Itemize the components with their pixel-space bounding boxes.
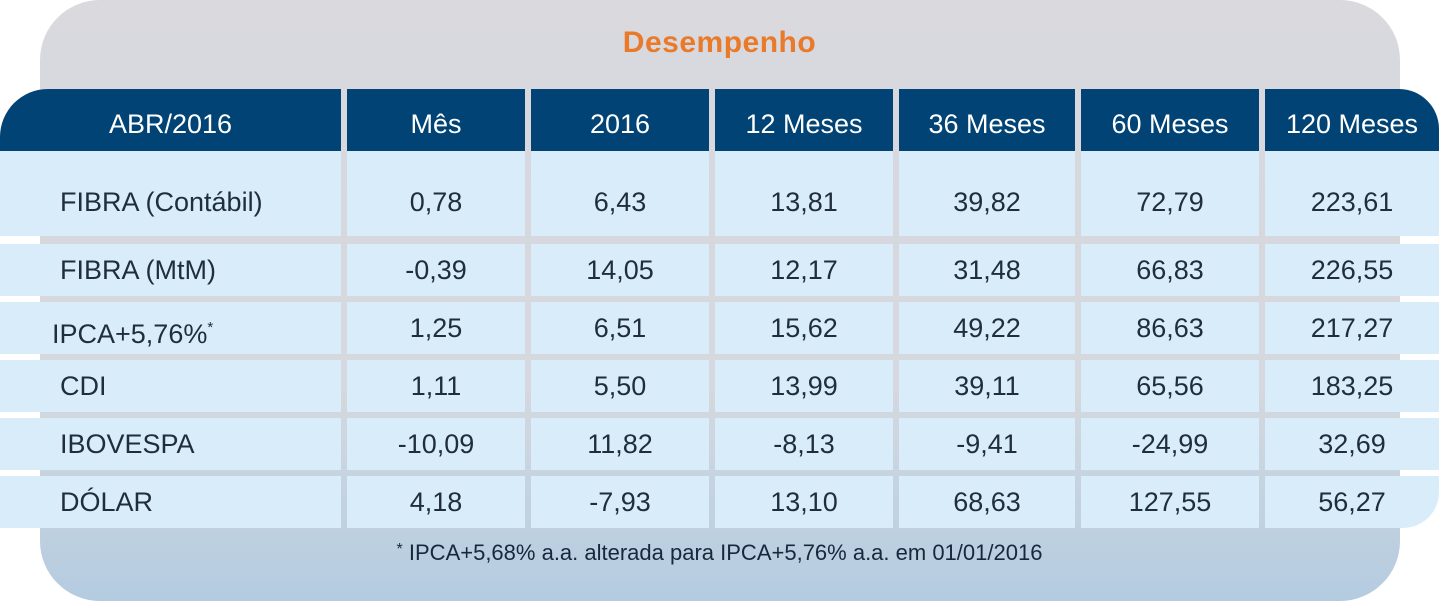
row-label: CDI [0,360,341,412]
table-cell: 66,83 [1081,244,1259,296]
header-cell: 36 Meses [899,89,1075,169]
row-label-text: FIBRA (MtM) [60,255,216,285]
footnote: * IPCA+5,68% a.a. alterada para IPCA+5,7… [0,540,1439,566]
row-label: IBOVESPA [0,418,341,470]
footnote-text: IPCA+5,68% a.a. alterada para IPCA+5,76%… [402,540,1043,565]
footnote-marker: * [396,541,403,558]
header-cell: 60 Meses [1081,89,1259,169]
table-cell: 0,78 [347,151,525,236]
table-cell: 217,27 [1265,302,1439,354]
table-cell: 6,43 [531,151,709,236]
table-cell: 49,22 [899,302,1075,354]
row-label: FIBRA (MtM) [0,244,341,296]
table-cell: 11,82 [531,418,709,470]
table-cell: 56,27 [1265,476,1439,528]
table-cell: 4,18 [347,476,525,528]
table-row: IBOVESPA -10,09 11,82 -8,13 -9,41 -24,99 32,69 [0,418,1439,470]
header-cell: 12 Meses [715,89,893,169]
table-cell: -0,39 [347,244,525,296]
table-cell: 32,69 [1265,418,1439,470]
table-cell: 223,61 [1265,151,1439,236]
table-row: DÓLAR 4,18 -7,93 13,10 68,63 127,55 56,27 [0,476,1439,528]
table-cell: -9,41 [899,418,1075,470]
table-cell: 65,56 [1081,360,1259,412]
table-cell: 31,48 [899,244,1075,296]
header-cell: Mês [347,89,525,169]
table-cell: 1,11 [347,360,525,412]
row-label-text: IPCA+5,76% [52,319,208,349]
table-cell: 86,63 [1081,302,1259,354]
table-cell: -7,93 [531,476,709,528]
header-cell: 120 Meses [1265,89,1439,169]
row-label-marker: * [207,319,214,336]
table-cell: 13,99 [715,360,893,412]
table-cell: 39,11 [899,360,1075,412]
table-cell: 13,81 [715,151,893,236]
table-cell: 68,63 [899,476,1075,528]
table-cell: 15,62 [715,302,893,354]
table-row: CDI 1,11 5,50 13,99 39,11 65,56 183,25 [0,360,1439,412]
table-cell: 72,79 [1081,151,1259,236]
table-cell: -24,99 [1081,418,1259,470]
table-cell: 12,17 [715,244,893,296]
row-label-text: CDI [60,371,107,401]
table-cell: 39,82 [899,151,1075,236]
row-label: DÓLAR [0,476,341,528]
row-label-text: FIBRA (Contábil) [60,187,263,217]
table-row: IPCA+5,76%* 1,25 6,51 15,62 49,22 86,63 217,27 [0,302,1439,354]
table-row: FIBRA (Contábil) 0,78 6,43 13,81 39,82 72,79 2… [0,151,1439,236]
table-cell: 14,05 [531,244,709,296]
row-label: FIBRA (Contábil) [0,151,341,236]
row-label-text: IBOVESPA [60,429,195,459]
table-cell: -8,13 [715,418,893,470]
table-cell: 183,25 [1265,360,1439,412]
table-cell: 5,50 [531,360,709,412]
table-cell: 226,55 [1265,244,1439,296]
table-row: FIBRA (MtM) -0,39 14,05 12,17 31,48 66,83 226,… [0,244,1439,296]
page-title: Desempenho [622,26,817,59]
table-cell: -10,09 [347,418,525,470]
table-cell: 13,10 [715,476,893,528]
table-cell: 127,55 [1081,476,1259,528]
header-cell: 2016 [531,89,709,169]
row-label-text: DÓLAR [60,487,154,517]
table-cell: 1,25 [347,302,525,354]
header-cell: ABR/2016 [0,89,341,151]
performance-table: ABR/2016 Mês 2016 12 Meses 36 Meses 60 Meses 1… [0,89,1439,528]
row-label: IPCA+5,76%* [0,302,341,354]
table-cell: 6,51 [531,302,709,354]
